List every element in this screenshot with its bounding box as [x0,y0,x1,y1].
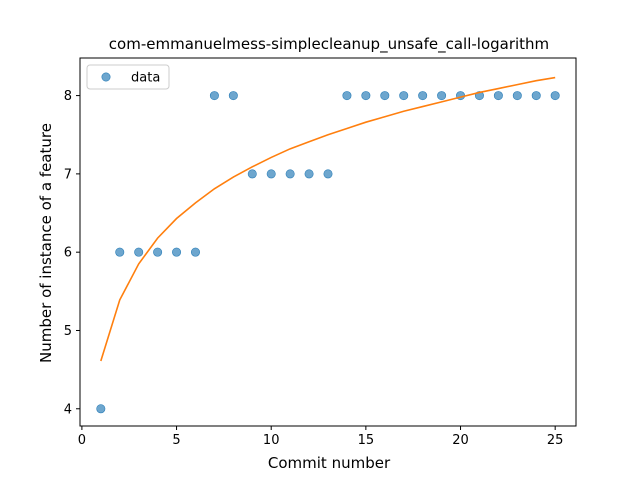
data-point [210,91,218,99]
x-axis-label: Commit number [268,454,391,472]
data-point [153,248,161,256]
x-tick-label: 15 [358,433,375,448]
y-axis-label: Number of instance of a feature [37,123,55,363]
plot-area [97,78,560,413]
data-point [532,91,540,99]
data-point [362,91,370,99]
legend-marker [102,73,110,81]
y-tick-label: 4 [64,402,72,417]
data-point [248,170,256,178]
data-point [116,248,124,256]
data-point [286,170,294,178]
data-point [267,170,275,178]
data-point [494,91,502,99]
x-tick-label: 20 [452,433,469,448]
x-tick-label: 5 [172,433,180,448]
legend: data [87,65,169,89]
data-point [134,248,142,256]
legend-label: data [131,71,160,86]
fit-line [101,78,555,361]
y-tick-label: 7 [64,167,72,182]
y-tick-label: 5 [64,324,72,339]
data-point [229,91,237,99]
data-point [437,91,445,99]
data-point [513,91,521,99]
data-point [418,91,426,99]
data-point [400,91,408,99]
data-point [324,170,332,178]
chart-title: com-emmanuelmess-simplecleanup_unsafe_ca… [109,35,549,54]
x-tick-label: 0 [78,433,86,448]
data-point [191,248,199,256]
axis-ticks: 0 5 10 15 20 25 4 5 6 7 8 [64,89,564,448]
data-point [172,248,180,256]
data-point [305,170,313,178]
data-point [343,91,351,99]
y-tick-label: 6 [64,246,72,261]
x-tick-label: 25 [547,433,564,448]
x-tick-label: 10 [263,433,280,448]
y-tick-label: 8 [64,89,72,104]
data-point [551,91,559,99]
data-point [97,405,105,413]
data-point [381,91,389,99]
